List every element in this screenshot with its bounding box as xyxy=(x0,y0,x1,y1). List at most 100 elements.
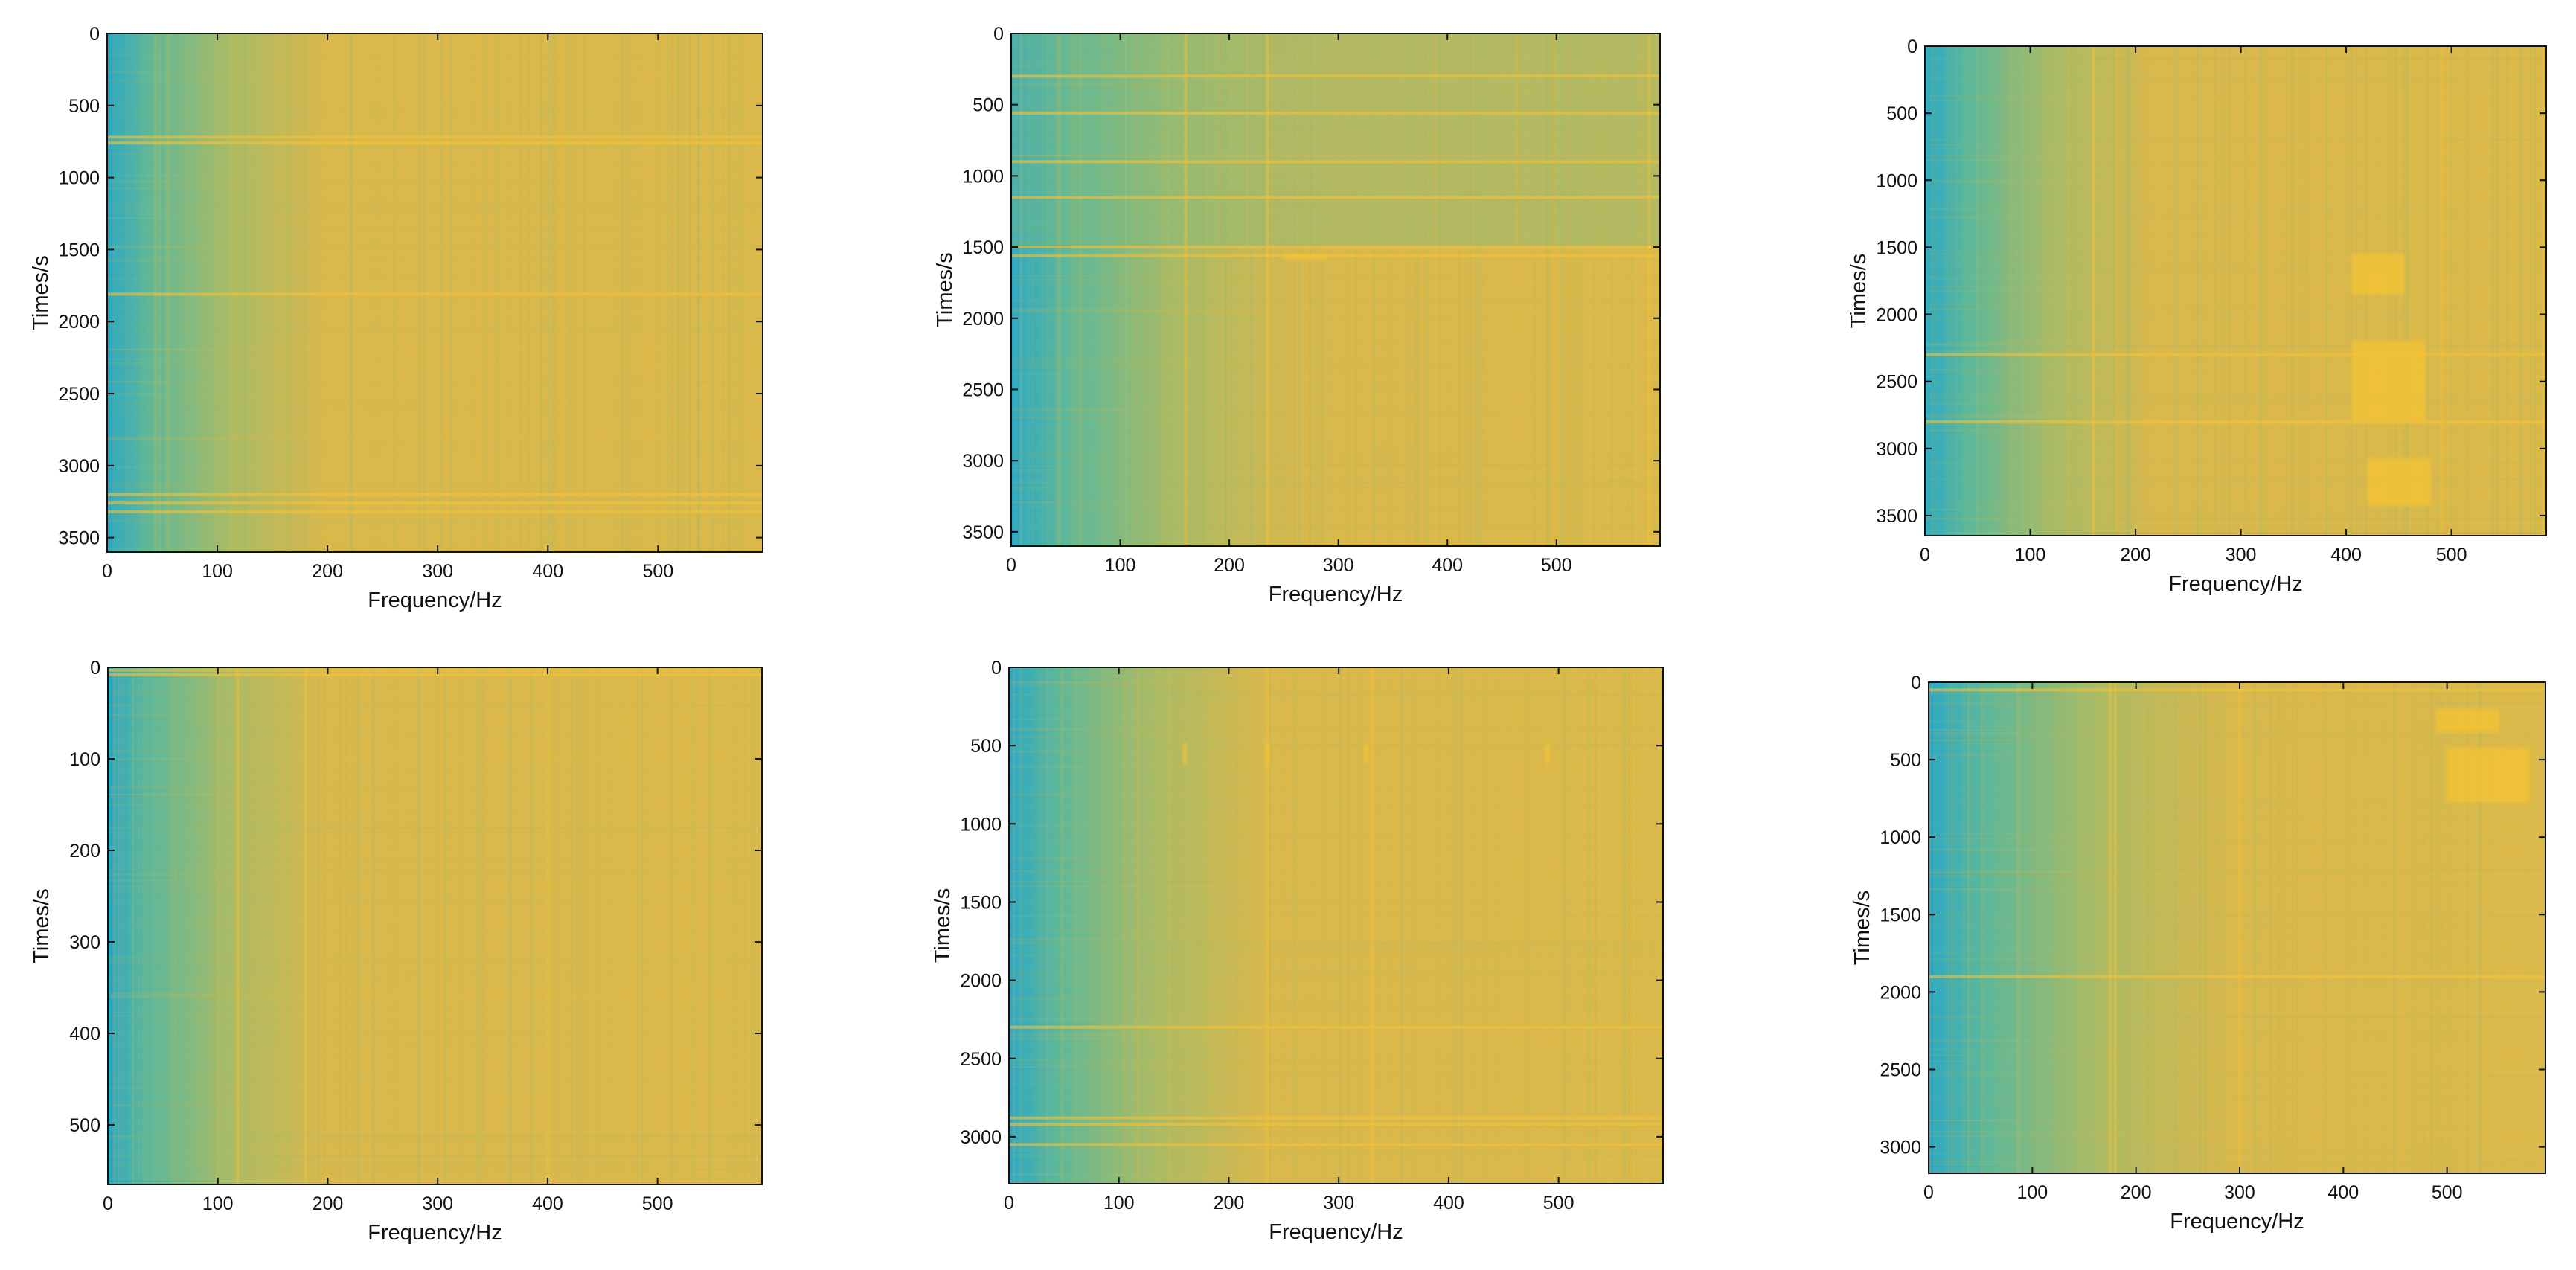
bright-patch xyxy=(2436,709,2499,733)
x-tick-label: 300 xyxy=(1323,555,1354,576)
x-tick-label: 0 xyxy=(102,561,112,582)
bright-column xyxy=(2108,682,2112,1173)
y-tick-label: 2500 xyxy=(1880,1060,1921,1081)
spectrogram-2: 0 100 200 300 400 500 0 500 1000 1500 2000 2500 3000… xyxy=(933,24,1661,606)
bright-row xyxy=(1011,74,1660,78)
bright-row xyxy=(1929,688,2545,692)
heatmap-base xyxy=(1011,33,1660,546)
y-tick-label: 2000 xyxy=(1880,982,1921,1003)
x-tick-label: 100 xyxy=(1103,1193,1135,1213)
y-tick-label: 2500 xyxy=(960,1049,1002,1070)
low-energy-band xyxy=(1011,33,1660,248)
bright-row xyxy=(107,135,763,139)
bright-column xyxy=(1647,33,1651,546)
bright-row xyxy=(107,493,763,496)
x-tick-label: 0 xyxy=(1920,545,1930,565)
y-tick-label: 3500 xyxy=(962,522,1004,543)
y-tick-label: 500 xyxy=(69,1115,100,1136)
bright-column xyxy=(236,667,240,1184)
x-axis-label: Frequency/Hz xyxy=(2168,572,2303,596)
x-tick-label: 400 xyxy=(1432,555,1463,576)
y-tick-label: 2000 xyxy=(58,312,100,333)
heatmap-base xyxy=(1925,46,2546,536)
bright-row xyxy=(1011,254,1660,257)
spectrogram-1: 0 100 200 300 400 500 0 500 1000 1500 2000 2500 3000… xyxy=(29,24,763,612)
bright-patch xyxy=(2367,458,2431,506)
y-tick-label: 2000 xyxy=(962,309,1004,330)
y-tick-label: 1000 xyxy=(962,166,1004,187)
plot-frame xyxy=(1010,33,1661,547)
plot-frame xyxy=(1008,667,1664,1184)
bright-patch xyxy=(2351,254,2404,295)
y-tick-label: 300 xyxy=(69,932,100,953)
y-tick-label: 3500 xyxy=(1876,506,1917,527)
x-tick-label: 500 xyxy=(1541,555,1572,576)
y-tick-label: 500 xyxy=(1886,103,1917,124)
y-tick-label: 1500 xyxy=(960,892,1002,913)
y-tick-label: 3000 xyxy=(962,451,1004,472)
y-tick-label: 1500 xyxy=(1876,237,1917,258)
bright-row xyxy=(107,501,763,505)
bright-column xyxy=(1370,667,1374,1184)
x-tick-label: 100 xyxy=(1105,555,1136,576)
bright-row xyxy=(1925,353,2546,356)
spectrogram-4: 0 100 200 300 400 500 0 100 200 300 400 500 Frequenc… xyxy=(30,658,763,1245)
heatmap-base xyxy=(1929,682,2545,1173)
spectrogram-5: 0 100 200 300 400 500 0 500 1000 1500 2000 2500 3000… xyxy=(931,658,1664,1244)
y-tick-label: 2500 xyxy=(58,384,100,405)
x-tick-label: 500 xyxy=(2432,1182,2463,1203)
bright-column xyxy=(545,667,549,1184)
bright-patch xyxy=(1265,743,1270,764)
x-tick-label: 400 xyxy=(2330,545,2362,565)
y-axis-label: Times/s xyxy=(1847,254,1871,328)
heatmap-field xyxy=(1929,682,2545,1173)
bright-column xyxy=(2113,682,2117,1173)
x-tick-label: 300 xyxy=(2226,545,2257,565)
y-tick-label: 3000 xyxy=(960,1127,1002,1148)
x-tick-label: 200 xyxy=(313,1193,344,1214)
x-axis-label: Frequency/Hz xyxy=(2170,1210,2304,1234)
y-tick-label: 400 xyxy=(69,1024,100,1045)
bright-column xyxy=(1184,33,1188,546)
spectrogram-6: 0 100 200 300 400 500 0 500 1000 1500 2000 2500 3000… xyxy=(1851,673,2546,1234)
y-tick-label: 500 xyxy=(1890,750,1921,771)
bright-column xyxy=(304,667,307,1184)
bright-row xyxy=(1011,246,1660,249)
x-tick-label: 400 xyxy=(532,561,563,582)
y-tick-label: 0 xyxy=(90,658,100,679)
x-tick-label: 500 xyxy=(1543,1193,1574,1213)
bright-row xyxy=(1009,1025,1663,1029)
y-tick-label: 1000 xyxy=(58,168,100,189)
bright-row xyxy=(1925,420,2546,423)
y-tick-label: 0 xyxy=(991,658,1002,679)
x-axis-label: Frequency/Hz xyxy=(368,589,502,612)
y-tick-label: 0 xyxy=(1911,673,1921,693)
plot-frame xyxy=(1924,45,2547,536)
x-tick-label: 400 xyxy=(2327,1182,2359,1203)
heatmap-base xyxy=(1009,667,1663,1184)
y-tick-label: 0 xyxy=(89,24,100,45)
x-tick-label: 400 xyxy=(1433,1193,1464,1213)
bright-patch xyxy=(1182,743,1188,764)
x-tick-label: 0 xyxy=(1923,1182,1934,1203)
bright-row xyxy=(107,292,763,296)
y-tick-label: 3000 xyxy=(1880,1138,1921,1158)
x-axis-label: Frequency/Hz xyxy=(368,1221,502,1245)
heatmap-texture xyxy=(1929,682,2545,1173)
bright-row xyxy=(1929,975,2545,978)
x-tick-label: 0 xyxy=(1006,555,1016,576)
heatmap-base xyxy=(108,667,762,1184)
y-tick-label: 3000 xyxy=(1876,439,1917,460)
y-axis-label: Times/s xyxy=(931,888,955,963)
y-tick-label: 1500 xyxy=(1880,905,1921,926)
x-axis-label: Frequency/Hz xyxy=(1269,583,1403,606)
x-tick-label: 200 xyxy=(2121,1182,2152,1203)
y-tick-label: 1500 xyxy=(962,237,1004,258)
y-tick-label: 100 xyxy=(69,749,100,770)
y-tick-label: 1000 xyxy=(960,814,1002,835)
x-tick-label: 300 xyxy=(1323,1193,1354,1213)
y-tick-label: 0 xyxy=(993,24,1004,45)
bright-row xyxy=(108,668,762,672)
y-tick-label: 2000 xyxy=(1876,305,1917,326)
